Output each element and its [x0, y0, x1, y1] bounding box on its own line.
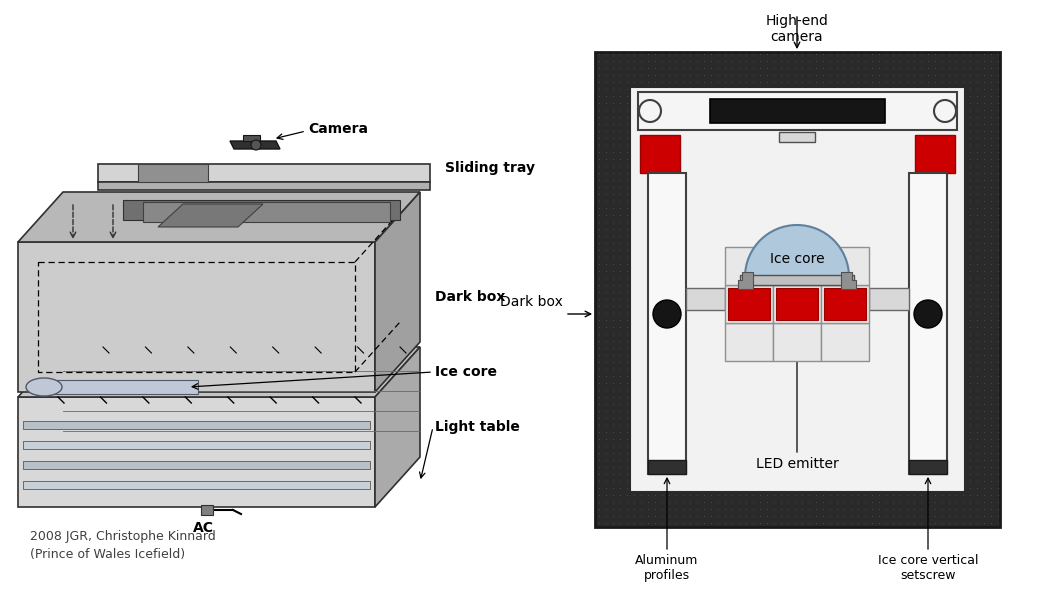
Ellipse shape [26, 378, 62, 396]
Text: AC: AC [193, 521, 214, 535]
FancyBboxPatch shape [725, 285, 773, 323]
Polygon shape [23, 441, 370, 449]
Polygon shape [243, 135, 260, 141]
Text: Light table: Light table [435, 420, 520, 434]
Polygon shape [201, 505, 213, 515]
Polygon shape [44, 380, 198, 394]
FancyBboxPatch shape [638, 92, 957, 130]
FancyBboxPatch shape [728, 288, 770, 320]
FancyBboxPatch shape [773, 247, 821, 285]
Text: Aluminum
profiles: Aluminum profiles [635, 554, 699, 582]
FancyBboxPatch shape [821, 323, 869, 361]
FancyBboxPatch shape [821, 285, 869, 323]
FancyBboxPatch shape [648, 173, 686, 474]
FancyBboxPatch shape [824, 288, 866, 320]
Polygon shape [98, 164, 430, 182]
Polygon shape [143, 202, 390, 222]
Text: Dark box: Dark box [500, 295, 563, 309]
Text: Camera: Camera [308, 122, 368, 136]
FancyBboxPatch shape [640, 135, 680, 173]
Polygon shape [122, 200, 400, 220]
FancyBboxPatch shape [740, 275, 854, 285]
Text: Ice core vertical
setscrew: Ice core vertical setscrew [878, 554, 978, 582]
Polygon shape [18, 347, 420, 397]
Polygon shape [138, 164, 208, 182]
Circle shape [653, 300, 681, 328]
FancyBboxPatch shape [909, 173, 947, 474]
Polygon shape [18, 397, 375, 507]
Polygon shape [23, 421, 370, 429]
Circle shape [934, 100, 956, 122]
Polygon shape [158, 204, 263, 227]
FancyBboxPatch shape [630, 87, 965, 492]
FancyBboxPatch shape [725, 247, 773, 285]
Wedge shape [745, 225, 849, 277]
FancyBboxPatch shape [916, 135, 955, 173]
Polygon shape [98, 182, 430, 190]
FancyBboxPatch shape [773, 285, 821, 323]
Text: 2008 JGR, Christophe Kinnard
(Prince of Wales Icefield): 2008 JGR, Christophe Kinnard (Prince of … [30, 530, 216, 561]
Circle shape [914, 300, 943, 328]
FancyBboxPatch shape [869, 288, 909, 310]
Text: Ice core: Ice core [435, 365, 497, 379]
FancyBboxPatch shape [725, 323, 773, 361]
FancyBboxPatch shape [773, 323, 821, 361]
Polygon shape [18, 192, 420, 242]
FancyBboxPatch shape [710, 99, 885, 123]
Text: Sliding tray: Sliding tray [445, 161, 535, 175]
Polygon shape [18, 242, 375, 392]
FancyBboxPatch shape [686, 288, 725, 310]
Circle shape [639, 100, 661, 122]
Polygon shape [230, 141, 280, 149]
Polygon shape [23, 461, 370, 469]
Text: LED emitter: LED emitter [756, 457, 839, 471]
Polygon shape [841, 272, 856, 289]
Polygon shape [23, 481, 370, 489]
Text: High-end
camera: High-end camera [766, 14, 828, 44]
Polygon shape [375, 192, 420, 392]
FancyBboxPatch shape [595, 52, 1000, 527]
Text: Ice core: Ice core [770, 252, 824, 266]
FancyBboxPatch shape [776, 288, 818, 320]
FancyBboxPatch shape [778, 132, 815, 142]
FancyBboxPatch shape [648, 460, 686, 474]
FancyBboxPatch shape [821, 247, 869, 285]
Text: Dark box: Dark box [435, 290, 506, 304]
Polygon shape [375, 347, 420, 507]
Polygon shape [738, 272, 753, 289]
FancyBboxPatch shape [909, 460, 947, 474]
Circle shape [251, 140, 261, 150]
